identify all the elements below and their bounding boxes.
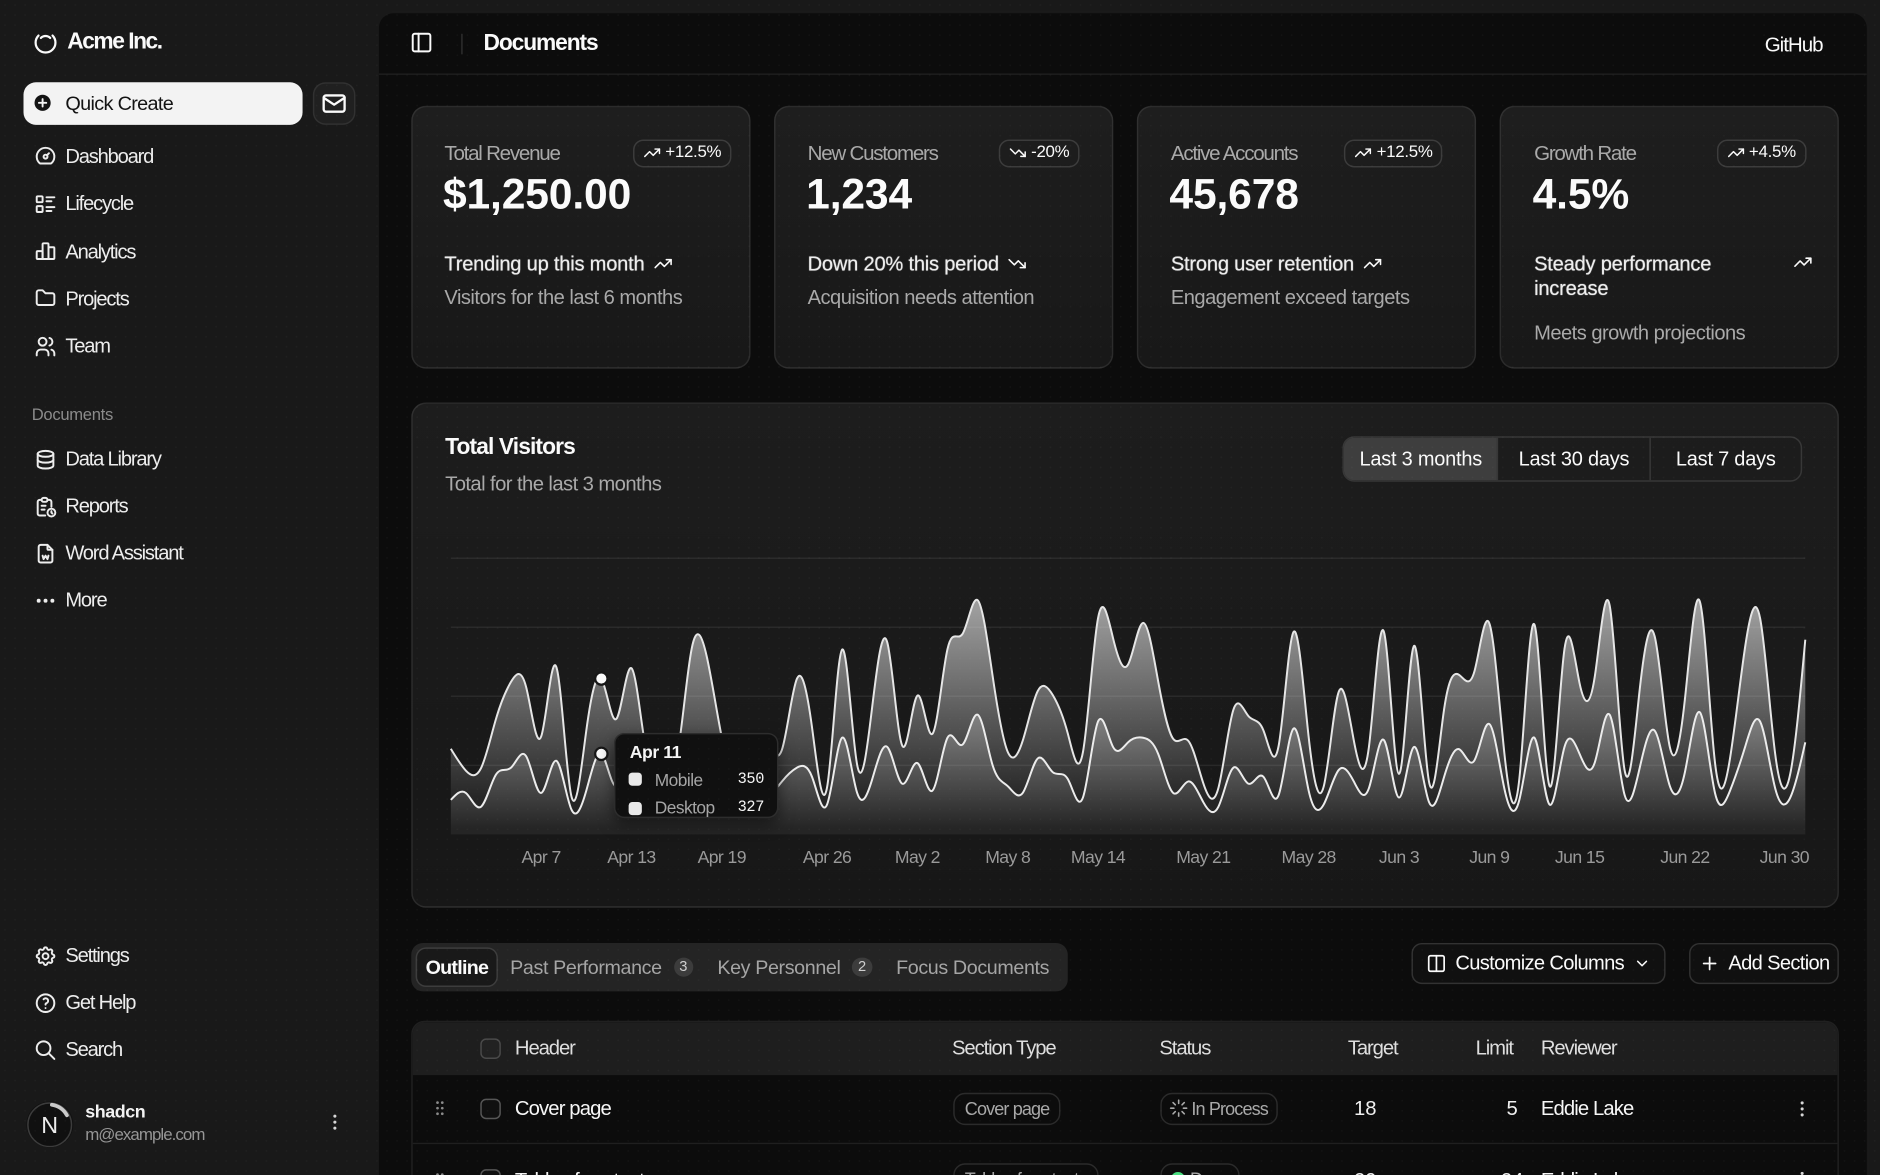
svg-text:May 28: May 28 [1281, 846, 1336, 866]
svg-text:Apr 26: Apr 26 [802, 846, 851, 866]
svg-text:Jun 9: Jun 9 [1469, 846, 1509, 866]
svg-text:Jun 22: Jun 22 [1660, 846, 1709, 866]
svg-text:N: N [41, 1112, 58, 1138]
svg-text:Apr 19: Apr 19 [697, 846, 745, 866]
svg-text:May 8: May 8 [985, 846, 1031, 866]
svg-text:Apr 13: Apr 13 [607, 846, 656, 866]
svg-text:Jun 15: Jun 15 [1554, 846, 1604, 866]
svg-text:Jun 30: Jun 30 [1759, 846, 1809, 866]
svg-text:May 2: May 2 [894, 846, 939, 866]
svg-text:Jun 3: Jun 3 [1378, 846, 1419, 866]
svg-text:Apr 7: Apr 7 [521, 846, 560, 866]
svg-text:May 14: May 14 [1070, 846, 1125, 866]
svg-text:May 21: May 21 [1176, 846, 1230, 866]
